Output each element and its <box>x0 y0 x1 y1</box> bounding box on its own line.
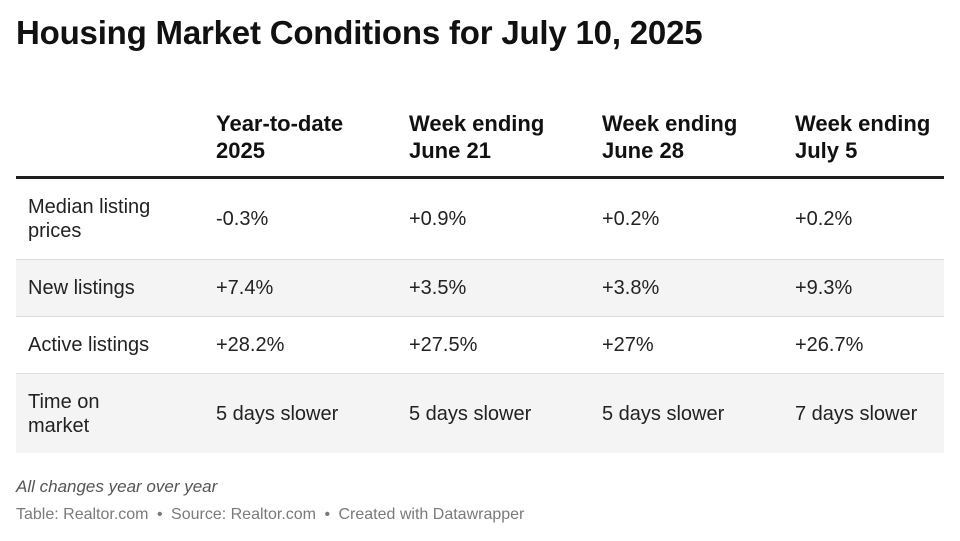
table-cell: 7 days slower <box>783 373 944 453</box>
column-header-line1: Year-to-date <box>216 111 344 136</box>
table-note: All changes year over year <box>16 477 218 496</box>
table-cell: +7.4% <box>204 259 397 317</box>
table-row: New listings +7.4% +3.5% +3.8% +9.3% <box>16 259 944 317</box>
column-header-line2: June 21 <box>409 138 491 163</box>
footer-separator: • <box>156 506 163 523</box>
table-cell: +0.2% <box>590 177 783 260</box>
table-cell: 5 days slower <box>397 373 590 453</box>
table-cell: +0.9% <box>397 177 590 260</box>
row-label-line1: Active listings <box>28 334 150 356</box>
table-cell: -0.3% <box>204 177 397 260</box>
column-header-line1: Week ending <box>795 111 931 136</box>
column-header-line2: June 28 <box>602 138 684 163</box>
table-cell: +27% <box>590 316 783 374</box>
header-row: Year-to-date 2025 Week ending June 21 We… <box>16 90 944 179</box>
table-row: Time on market 5 days slower 5 days slow… <box>16 373 944 453</box>
column-header-line1: Week ending <box>409 111 545 136</box>
row-label-line1: Time on <box>28 390 100 413</box>
table-cell: +3.5% <box>397 259 590 317</box>
column-header-line1: Week ending <box>602 111 738 136</box>
table-cell: +0.2% <box>783 177 944 260</box>
row-label-line1: New listings <box>28 277 135 299</box>
table-cell: +28.2% <box>204 316 397 374</box>
column-header: Week ending June 21 <box>397 90 590 179</box>
data-table: Year-to-date 2025 Week ending June 21 We… <box>16 90 944 453</box>
column-header-line2: 2025 <box>216 138 265 163</box>
row-label-line1: Median listing <box>28 196 151 218</box>
column-header: Year-to-date 2025 <box>204 90 397 179</box>
footer-separator: • <box>324 506 331 523</box>
row-label: Time on market <box>16 373 204 453</box>
header-cell-empty <box>16 90 204 179</box>
table-cell: 5 days slower <box>590 373 783 453</box>
table-cell: +9.3% <box>783 259 944 317</box>
table-credit: Table: Realtor.com <box>16 506 149 523</box>
table-cell: 5 days slower <box>204 373 397 453</box>
row-label: Median listing prices <box>16 177 204 260</box>
column-header: Week ending July 5 <box>783 90 944 179</box>
table-cell: +27.5% <box>397 316 590 374</box>
row-label: New listings <box>16 259 204 317</box>
column-header-line2: July 5 <box>795 138 858 163</box>
table-row: Median listing prices -0.3% +0.9% +0.2% … <box>16 177 944 260</box>
row-label: Active listings <box>16 316 204 374</box>
row-label-line2: prices <box>28 220 82 242</box>
table-row: Active listings +28.2% +27.5% +27% +26.7… <box>16 316 944 374</box>
source-credit: Source: Realtor.com <box>171 506 316 523</box>
column-header: Week ending June 28 <box>590 90 783 179</box>
footer-credits: Table: Realtor.com • Source: Realtor.com… <box>16 506 524 524</box>
table-title: Housing Market Conditions for July 10, 2… <box>16 14 703 51</box>
created-with-credit: Created with Datawrapper <box>338 506 525 523</box>
table-cell: +26.7% <box>783 316 944 374</box>
table-cell: +3.8% <box>590 259 783 317</box>
row-label-line2: market <box>28 414 90 437</box>
